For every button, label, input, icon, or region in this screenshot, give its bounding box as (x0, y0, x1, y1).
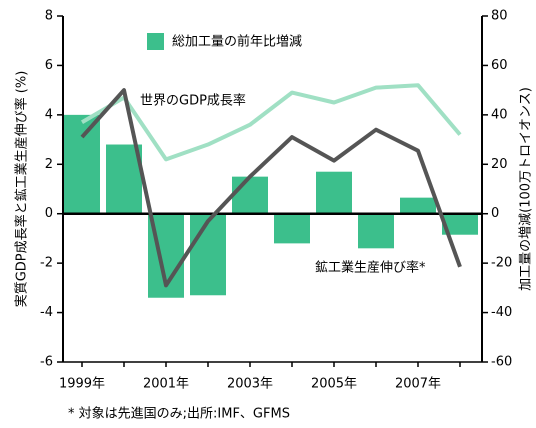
x-tick-label: 2005年 (311, 377, 357, 392)
line (80, 88, 462, 288)
bar (106, 144, 142, 214)
y-tick-label: -2 (40, 256, 53, 271)
y-tick-label: 4 (45, 107, 53, 122)
y-tick-label: 2 (45, 157, 53, 172)
y-tick-label: 8 (45, 9, 53, 24)
bar (274, 213, 310, 244)
x-tick-label: 2003年 (227, 377, 273, 392)
y-tick-label: 6 (45, 58, 53, 73)
y2-tick-label: -40 (491, 305, 512, 320)
bar (358, 213, 394, 249)
bar (232, 176, 268, 214)
y-tick-label: -4 (40, 305, 53, 320)
y2-tick-label: 40 (491, 107, 508, 122)
y2-tick-label: -60 (491, 355, 512, 370)
y2-axis-label: 加工量の増減(100万トロイオンス) (518, 87, 534, 291)
y-tick-label: 0 (45, 206, 53, 221)
y2-tick-label: -20 (491, 256, 512, 271)
y2-tick-label: 60 (491, 58, 508, 73)
x-tick-label: 2001年 (143, 377, 189, 392)
line (80, 83, 462, 162)
x-tick-label: 1999年 (59, 377, 105, 392)
legend-label: 総加工量の前年比増減 (172, 34, 302, 50)
series-label: 鉱工業生産伸び率* (315, 260, 426, 276)
y2-tick-label: 0 (491, 206, 499, 221)
bar (400, 197, 436, 214)
footnote: * 対象は先進国のみ;出所:IMF、GFMS (68, 407, 290, 422)
y-tick-label: -6 (40, 355, 53, 370)
bar (442, 213, 478, 235)
bar (190, 213, 226, 296)
bar (316, 171, 352, 214)
legend-swatch (147, 33, 164, 50)
bar (64, 114, 100, 214)
y2-tick-label: 80 (491, 9, 508, 24)
x-tick-label: 2007年 (395, 377, 441, 392)
y2-tick-label: 20 (491, 157, 508, 172)
y-axis-label: 実質GDP成長率と鉱工業生産伸び率 (%) (14, 71, 30, 308)
series-label: 世界のGDP成長率 (140, 93, 246, 109)
